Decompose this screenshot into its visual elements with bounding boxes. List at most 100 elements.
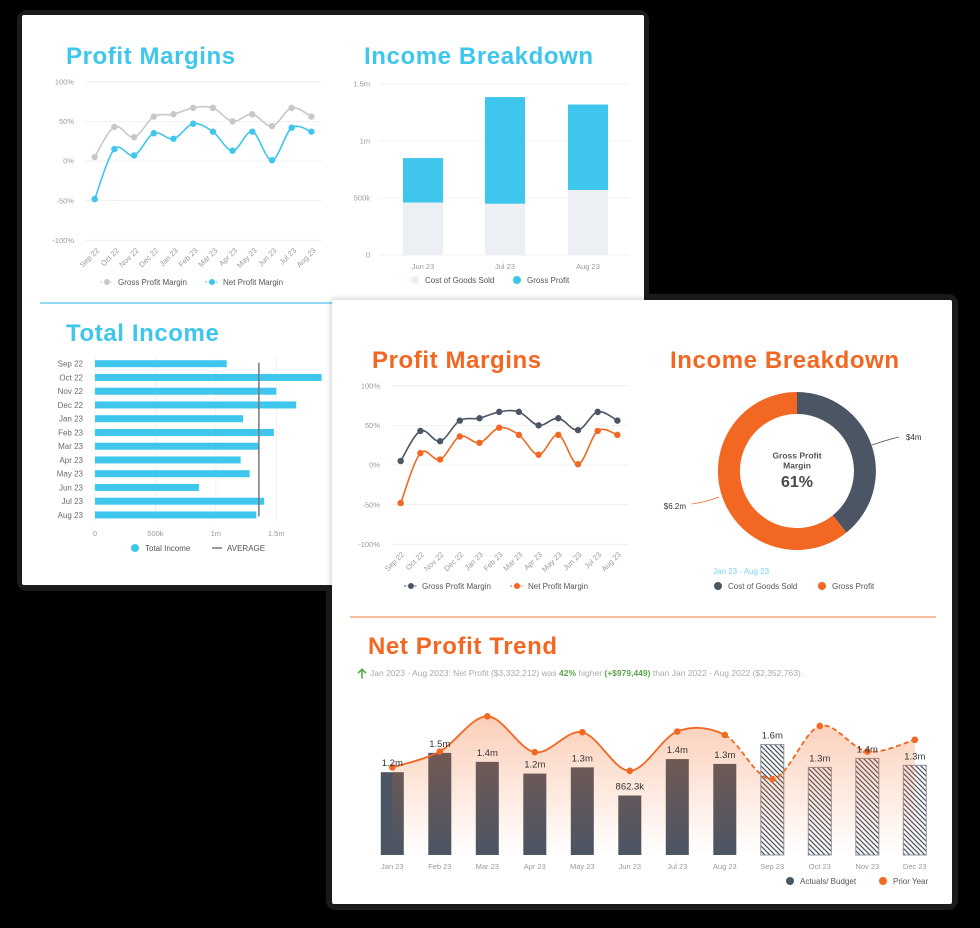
data-point[interactable] bbox=[484, 713, 491, 720]
bar[interactable] bbox=[95, 497, 265, 505]
data-point[interactable] bbox=[268, 122, 276, 130]
bar-segment[interactable] bbox=[403, 158, 443, 203]
data-point[interactable] bbox=[209, 128, 217, 135]
data-point[interactable] bbox=[436, 748, 444, 755]
data-point[interactable] bbox=[190, 120, 197, 127]
data-point[interactable] bbox=[864, 748, 871, 755]
data-point[interactable] bbox=[574, 426, 582, 434]
bar-segment[interactable] bbox=[485, 203, 525, 255]
bar[interactable] bbox=[95, 360, 227, 368]
data-point[interactable] bbox=[288, 104, 295, 112]
data-point[interactable] bbox=[476, 439, 483, 446]
legend-dot-icon bbox=[131, 544, 139, 552]
data-point[interactable] bbox=[190, 104, 197, 112]
bar[interactable] bbox=[95, 483, 199, 491]
data-point[interactable] bbox=[555, 431, 562, 439]
legend-total-income[interactable]: Total Income bbox=[131, 542, 190, 554]
data-point[interactable] bbox=[397, 457, 404, 465]
data-point[interactable] bbox=[170, 111, 177, 118]
data-point[interactable] bbox=[111, 145, 118, 153]
data-point[interactable] bbox=[170, 135, 177, 142]
data-point[interactable] bbox=[308, 128, 315, 135]
bar[interactable] bbox=[95, 442, 260, 450]
data-point[interactable] bbox=[397, 499, 404, 507]
data-point[interactable] bbox=[911, 736, 919, 744]
bar-segment[interactable] bbox=[485, 97, 525, 204]
data-point[interactable] bbox=[456, 417, 463, 424]
data-point[interactable] bbox=[614, 417, 621, 424]
bar-segment[interactable] bbox=[568, 190, 608, 255]
legend-dot-icon bbox=[818, 582, 826, 590]
data-point[interactable] bbox=[249, 128, 256, 135]
data-point[interactable] bbox=[721, 731, 729, 739]
data-point[interactable] bbox=[150, 130, 157, 137]
legend-gross-profit[interactable]: Gross Profit bbox=[818, 580, 874, 592]
data-point[interactable] bbox=[91, 153, 98, 161]
data-point[interactable] bbox=[436, 456, 444, 463]
legend-prior-year[interactable]: Prior Year bbox=[879, 875, 928, 887]
data-point[interactable] bbox=[574, 461, 582, 468]
data-point[interactable] bbox=[209, 104, 217, 112]
legend-average[interactable]: AVERAGE bbox=[212, 542, 265, 554]
data-point[interactable] bbox=[769, 775, 776, 783]
x-tick-label: Dec 23 bbox=[903, 862, 927, 871]
data-point[interactable] bbox=[389, 764, 396, 771]
data-point[interactable] bbox=[229, 147, 236, 154]
bar[interactable] bbox=[95, 511, 257, 519]
bar[interactable] bbox=[95, 470, 250, 478]
y-tick-label: Dec 22 bbox=[58, 401, 84, 410]
data-point[interactable] bbox=[476, 415, 483, 422]
data-point[interactable] bbox=[515, 408, 523, 416]
data-point[interactable] bbox=[496, 424, 503, 431]
data-point[interactable] bbox=[229, 118, 236, 125]
legend-cost-of-goods-sold[interactable]: Cost of Goods Sold bbox=[411, 274, 494, 286]
legend-cost-of-goods-sold[interactable]: Cost of Goods Sold bbox=[714, 580, 797, 592]
data-point[interactable] bbox=[436, 438, 444, 445]
legend-gross-profit[interactable]: Gross Profit bbox=[513, 274, 569, 286]
bar[interactable] bbox=[95, 387, 277, 395]
data-point[interactable] bbox=[130, 152, 138, 159]
data-point[interactable] bbox=[594, 408, 601, 416]
data-point[interactable] bbox=[555, 415, 562, 422]
data-point[interactable] bbox=[816, 722, 824, 730]
data-point[interactable] bbox=[417, 449, 424, 457]
x-tick-label: Apr 23 bbox=[524, 862, 546, 871]
data-point[interactable] bbox=[535, 422, 542, 429]
data-point[interactable] bbox=[111, 123, 118, 131]
legend-gross-profit-margin[interactable]: Gross Profit Margin bbox=[100, 276, 187, 288]
bar[interactable] bbox=[95, 456, 241, 464]
donut-slice[interactable] bbox=[717, 391, 847, 550]
bar-value-label: 1.5m bbox=[429, 739, 450, 750]
legend-net-profit-margin[interactable]: Net Profit Margin bbox=[510, 580, 588, 592]
data-point[interactable] bbox=[614, 431, 621, 439]
bar[interactable] bbox=[95, 415, 244, 423]
x-tick-label: Aug 23 bbox=[600, 550, 623, 573]
data-point[interactable] bbox=[150, 113, 157, 120]
data-point[interactable] bbox=[579, 728, 586, 736]
data-point[interactable] bbox=[626, 767, 634, 775]
data-point[interactable] bbox=[249, 111, 256, 118]
data-point[interactable] bbox=[268, 157, 276, 164]
bar-segment[interactable] bbox=[568, 104, 608, 191]
data-point[interactable] bbox=[288, 124, 295, 131]
bar[interactable] bbox=[95, 428, 274, 436]
data-point[interactable] bbox=[456, 433, 463, 440]
legend-actuals-budget[interactable]: Actuals/ Budget bbox=[786, 875, 856, 887]
data-point[interactable] bbox=[535, 451, 542, 458]
legend-gross-profit-margin[interactable]: Gross Profit Margin bbox=[404, 580, 491, 592]
legend-net-profit-margin[interactable]: Net Profit Margin bbox=[205, 276, 283, 288]
data-point[interactable] bbox=[496, 408, 503, 416]
line-marker-icon bbox=[510, 583, 524, 589]
data-point[interactable] bbox=[674, 728, 681, 735]
donut-slice[interactable] bbox=[797, 392, 876, 533]
data-point[interactable] bbox=[91, 195, 98, 203]
data-point[interactable] bbox=[531, 748, 539, 756]
bar[interactable] bbox=[95, 401, 297, 409]
data-point[interactable] bbox=[308, 113, 315, 120]
data-point[interactable] bbox=[594, 427, 601, 435]
data-point[interactable] bbox=[130, 134, 138, 141]
bar-segment[interactable] bbox=[403, 202, 443, 255]
data-point[interactable] bbox=[515, 431, 523, 439]
data-point[interactable] bbox=[417, 427, 424, 435]
bar[interactable] bbox=[95, 373, 322, 381]
